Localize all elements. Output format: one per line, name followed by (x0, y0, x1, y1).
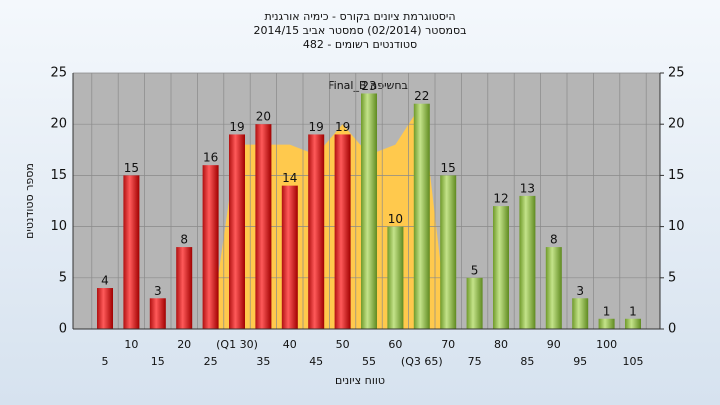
bar (545, 247, 562, 329)
bar (229, 134, 245, 329)
y-tick-label: 20 (50, 117, 67, 132)
bar (361, 93, 377, 329)
bar (519, 195, 536, 329)
x-tick-label: 20 (177, 338, 191, 351)
y2-tick-label: 15 (668, 168, 685, 183)
value-label: 3 (576, 284, 584, 298)
x-tick-label: 85 (520, 355, 534, 368)
x-tick-label: 95 (573, 355, 587, 368)
value-label: 4 (101, 274, 109, 288)
x-tick-label: 40 (283, 338, 297, 351)
bar (308, 134, 325, 329)
value-label: 8 (180, 233, 188, 247)
x-tick-label: 5 (102, 355, 109, 368)
x-tick-label: 55 (362, 355, 376, 368)
bar (334, 134, 351, 329)
x-tick-label: 60 (388, 338, 402, 351)
x-tick-label: 75 (468, 355, 482, 368)
area-legend: Final_B בחשיפה (328, 79, 408, 92)
bar (281, 185, 298, 329)
value-label: 16 (203, 151, 218, 165)
bar (493, 206, 509, 329)
y2-tick-label: 10 (668, 219, 685, 234)
y-tick-label: 5 (59, 270, 67, 285)
chart-subtitle: סטודנטים רשומים - 482 (303, 38, 417, 51)
x-tick-label: 10 (124, 338, 138, 351)
x-tick-label: 100 (596, 338, 617, 351)
y2-tick-label: 5 (668, 270, 676, 285)
x-tick-label: 90 (547, 338, 561, 351)
x-tick-label: 105 (623, 355, 644, 368)
x-tick-label: 70 (441, 338, 455, 351)
x-tick-label: 50 (336, 338, 350, 351)
y-tick-label: 25 (50, 66, 67, 81)
chart-subtitle: בסמסטר (02/2014) סמסטר אביב 2014/15 (253, 24, 466, 37)
x-tick-label: (Q1 30) (216, 338, 258, 351)
x-axis-title: טווח ציונים (335, 374, 385, 387)
value-label: 3 (154, 284, 162, 298)
value-label: 20 (256, 110, 271, 124)
bar (97, 288, 113, 329)
value-label: 19 (309, 120, 324, 134)
bar (440, 175, 457, 329)
value-label: 15 (441, 161, 456, 175)
y2-tick-label: 0 (668, 322, 676, 337)
value-label: 10 (388, 212, 403, 226)
y-axis-title: מספר סטודנטים (23, 163, 36, 239)
value-label: 22 (414, 89, 429, 103)
value-label: 15 (124, 161, 139, 175)
bar (413, 103, 430, 329)
y-tick-label: 10 (50, 219, 67, 234)
y-tick-label: 15 (50, 168, 67, 183)
value-label: 19 (335, 120, 350, 134)
bar (625, 318, 641, 329)
value-label: 19 (229, 120, 244, 134)
bar (598, 318, 615, 329)
bar (255, 124, 272, 329)
y2-tick-label: 25 (668, 66, 685, 81)
x-tick-label: 45 (309, 355, 323, 368)
y2-tick-label: 20 (668, 117, 685, 132)
x-tick-label: (Q3 65) (401, 355, 443, 368)
value-label: 8 (550, 233, 558, 247)
value-label: 14 (282, 171, 297, 185)
value-label: 5 (471, 263, 479, 277)
bar (466, 277, 483, 329)
value-label: 1 (603, 304, 611, 318)
value-label: 1 (629, 304, 637, 318)
value-label: 23 (361, 79, 376, 93)
bar (123, 175, 140, 329)
bar (387, 226, 404, 329)
chart-title: היסטוגרמת ציונים בקורס - כימיה אורגנית (264, 10, 455, 23)
value-label: 12 (493, 192, 508, 206)
bar (176, 247, 193, 329)
y-tick-label: 0 (59, 322, 67, 337)
x-tick-label: 15 (151, 355, 165, 368)
bar (202, 165, 219, 329)
value-label: 13 (520, 181, 535, 195)
x-tick-label: 25 (204, 355, 218, 368)
x-tick-label: 35 (256, 355, 270, 368)
bar (572, 298, 589, 329)
bar (149, 298, 166, 329)
x-tick-label: 80 (494, 338, 508, 351)
